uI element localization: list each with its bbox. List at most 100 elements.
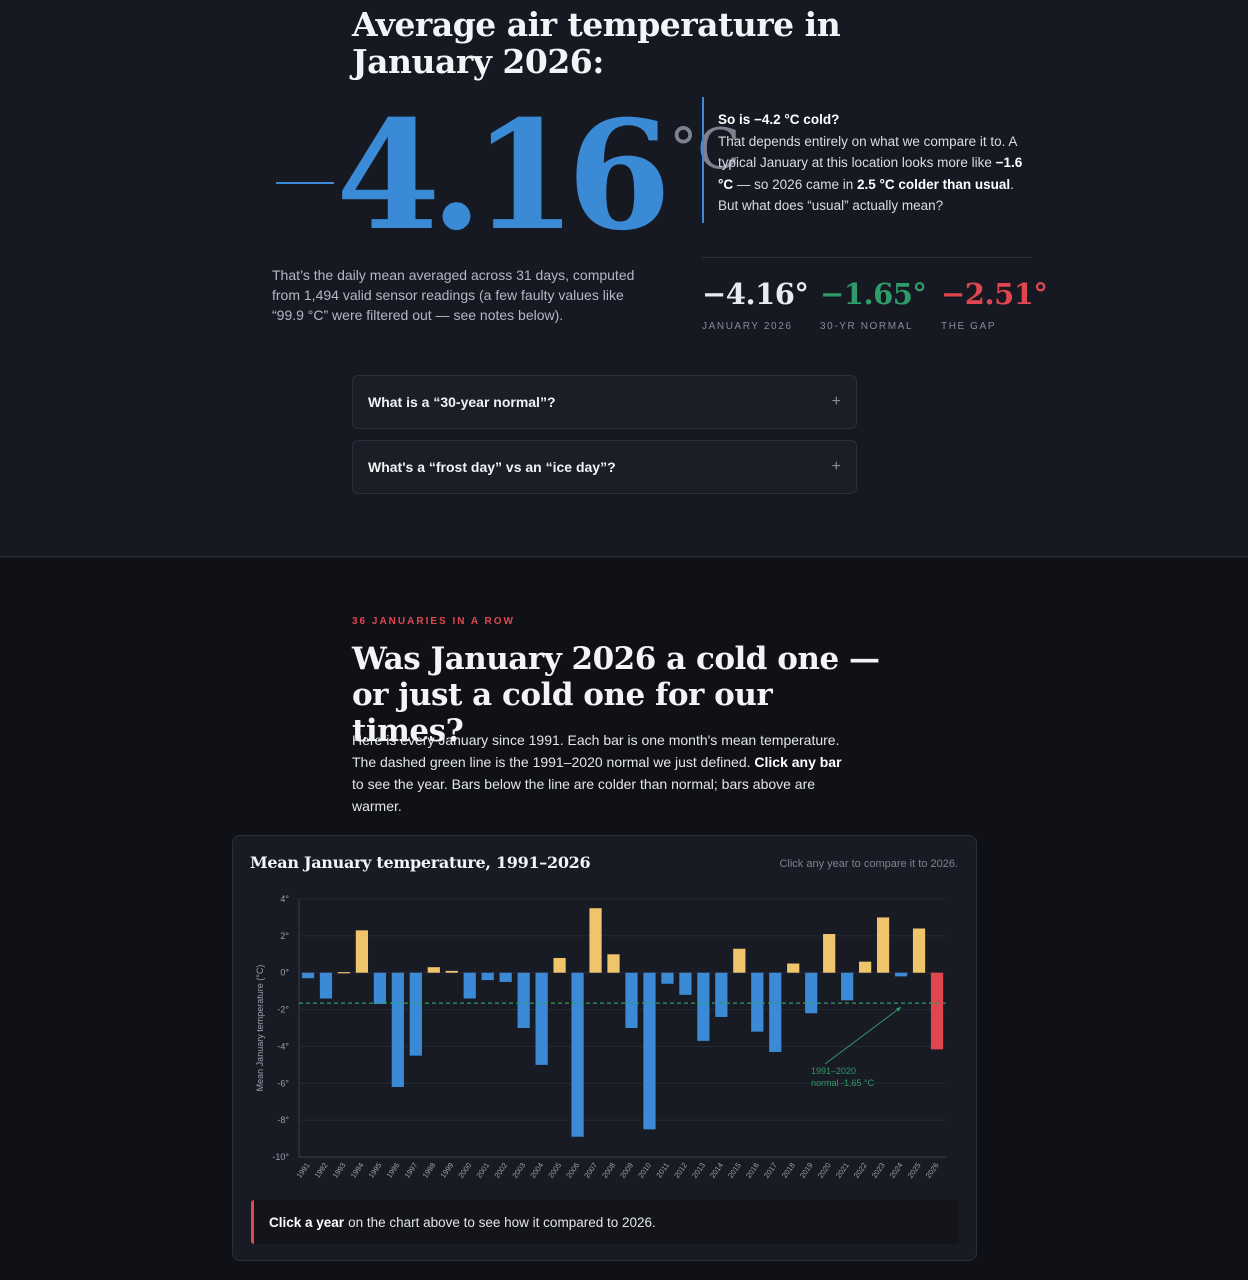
y-tick-label: 0° bbox=[280, 968, 289, 978]
bar-1995[interactable] bbox=[373, 972, 386, 1005]
bar-2016[interactable] bbox=[751, 972, 764, 1032]
x-tick-label: 1998 bbox=[420, 1161, 437, 1180]
bar-1999[interactable] bbox=[445, 970, 458, 973]
bar-1992[interactable] bbox=[319, 972, 333, 999]
x-tick-label: 2022 bbox=[852, 1161, 869, 1180]
x-tick-label: 1993 bbox=[331, 1161, 348, 1180]
bar-2005[interactable] bbox=[553, 957, 566, 973]
hero-title: Average air temperature in January 2026: bbox=[352, 5, 841, 81]
bar-2022[interactable] bbox=[859, 961, 872, 973]
x-tick-label: 2016 bbox=[744, 1161, 761, 1180]
x-tick-label: 2014 bbox=[708, 1161, 725, 1180]
bar-1997[interactable] bbox=[409, 972, 422, 1056]
expand-plus-icon[interactable]: + bbox=[831, 393, 841, 410]
y-tick-label: -6° bbox=[277, 1078, 289, 1088]
bar-2010[interactable] bbox=[643, 972, 656, 1130]
x-tick-label: 2007 bbox=[582, 1161, 599, 1180]
stat-label: THE GAP bbox=[941, 321, 997, 332]
hero-section: Average air temperature in January 2026:… bbox=[0, 0, 1248, 557]
x-tick-label: 1995 bbox=[367, 1161, 384, 1180]
minus-sign bbox=[276, 182, 334, 184]
bar-2012[interactable] bbox=[679, 972, 692, 995]
x-tick-label: 1996 bbox=[385, 1161, 402, 1180]
bar-2000[interactable] bbox=[463, 972, 476, 999]
callout-text: on the chart above to see how it compare… bbox=[348, 1214, 656, 1230]
bar-1991[interactable] bbox=[301, 972, 315, 979]
stats-divider bbox=[702, 257, 1032, 258]
bar-1998[interactable] bbox=[427, 967, 440, 973]
bar-2023[interactable] bbox=[876, 917, 890, 973]
x-tick-label: 2020 bbox=[816, 1161, 833, 1180]
x-tick-label: 2001 bbox=[474, 1161, 491, 1180]
chart-card: 4° 2° 0° -2° -4° -6° -8° -10° Mean January tempe… bbox=[232, 835, 977, 1261]
x-tick-label: 2010 bbox=[636, 1161, 653, 1180]
bar-1993[interactable] bbox=[337, 972, 351, 974]
aside-text-1: That depends entirely on what we compare… bbox=[718, 133, 1017, 171]
x-tick-label: 1994 bbox=[349, 1161, 366, 1180]
x-tick-label: 2023 bbox=[870, 1161, 887, 1180]
big-temperature-unit: °C bbox=[669, 117, 741, 182]
y-tick-label: -10° bbox=[272, 1152, 289, 1162]
bar-2025[interactable] bbox=[912, 928, 926, 973]
y-tick-label: -2° bbox=[277, 1005, 289, 1015]
y-tick-label: -8° bbox=[277, 1115, 289, 1125]
stat-label: 30-YR NORMAL bbox=[820, 321, 914, 332]
bar-2008[interactable] bbox=[607, 954, 620, 973]
aside-text-3: . But what does “usual” actually mean? bbox=[718, 176, 1014, 214]
intro-text-1: Here is every January since 1991. Each b… bbox=[352, 732, 840, 770]
comparison-aside: So is −4.2 °C cold? That depends entirel… bbox=[702, 97, 1032, 223]
bar-1996[interactable] bbox=[391, 972, 404, 1087]
x-tick-label: 2017 bbox=[762, 1161, 779, 1180]
callout-bold: Click a year bbox=[269, 1214, 345, 1230]
y-tick-label: 2° bbox=[280, 931, 289, 941]
x-tick-label: 2018 bbox=[780, 1161, 797, 1180]
comparison-callout: Click a year on the chart above to see ho… bbox=[251, 1200, 959, 1244]
aside-text-2: — so 2026 came in bbox=[733, 176, 857, 192]
bar-2006[interactable] bbox=[571, 972, 584, 1137]
bar-1994[interactable] bbox=[355, 930, 369, 973]
bar-2026[interactable] bbox=[930, 972, 944, 1050]
x-tick-label: 2004 bbox=[528, 1161, 545, 1180]
faq-frost-vs-ice-day[interactable]: What's a “frost day” vs an “ice day”? + bbox=[352, 440, 857, 494]
bar-2009[interactable] bbox=[625, 972, 638, 1028]
normal-annotation-line2: normal -1.65 °C bbox=[811, 1078, 875, 1088]
bar-2020[interactable] bbox=[823, 934, 836, 973]
chart-title: Mean January temperature, 1991–2026 bbox=[250, 853, 591, 872]
faq-thirty-year-normal[interactable]: What is a “30-year normal”? + bbox=[352, 375, 857, 429]
stat-january-2026: −4.16° JANUARY 2026 bbox=[702, 277, 809, 332]
bar-2002[interactable] bbox=[499, 972, 512, 982]
aside-colder: 2.5 °C colder than usual bbox=[856, 176, 1011, 192]
x-tick-label: 2011 bbox=[654, 1161, 671, 1179]
section-title: Was January 2026 a cold one — or just a … bbox=[352, 641, 880, 749]
bar-2007[interactable] bbox=[589, 908, 602, 973]
x-tick-label: 1997 bbox=[403, 1161, 420, 1180]
big-temperature: 4.16 °C bbox=[276, 96, 740, 256]
section-intro: Here is every January since 1991. Each b… bbox=[352, 729, 857, 817]
x-tick-label: 2024 bbox=[888, 1161, 905, 1180]
expand-plus-icon[interactable]: + bbox=[831, 458, 841, 475]
x-tick-label: 1991 bbox=[295, 1161, 312, 1180]
bar-2015[interactable] bbox=[733, 948, 746, 973]
stat-value: −4.16° bbox=[702, 277, 809, 311]
y-tick-label: 4° bbox=[280, 894, 289, 904]
bar-2019[interactable] bbox=[805, 972, 818, 1014]
bar-2003[interactable] bbox=[517, 972, 530, 1028]
stat-gap: −2.51° THE GAP bbox=[941, 277, 1048, 332]
y-tick-label: -4° bbox=[277, 1041, 289, 1051]
bar-2017[interactable] bbox=[769, 972, 782, 1052]
stat-value: −2.51° bbox=[941, 277, 1048, 311]
bar-2001[interactable] bbox=[481, 972, 494, 981]
bar-2018[interactable] bbox=[787, 963, 800, 973]
bar-2011[interactable] bbox=[661, 972, 674, 984]
bar-2024[interactable] bbox=[894, 972, 908, 977]
faq-question: What's a “frost day” vs an “ice day”? bbox=[368, 459, 616, 475]
y-axis-label: Mean January temperature (°C) bbox=[255, 965, 265, 1092]
bar-2004[interactable] bbox=[535, 972, 548, 1065]
bar-2021[interactable] bbox=[841, 972, 854, 1001]
bar-chart: 4° 2° 0° -2° -4° -6° -8° -10° Mean January tempe… bbox=[255, 894, 946, 1180]
stat-normal: −1.65° 30-YR NORMAL bbox=[820, 277, 927, 332]
intro-bold: Click any bar bbox=[754, 754, 842, 770]
bar-2013[interactable] bbox=[697, 972, 710, 1041]
chart-hint: Click any year to compare it to 2026. bbox=[779, 858, 958, 870]
bar-2014[interactable] bbox=[715, 972, 728, 1017]
